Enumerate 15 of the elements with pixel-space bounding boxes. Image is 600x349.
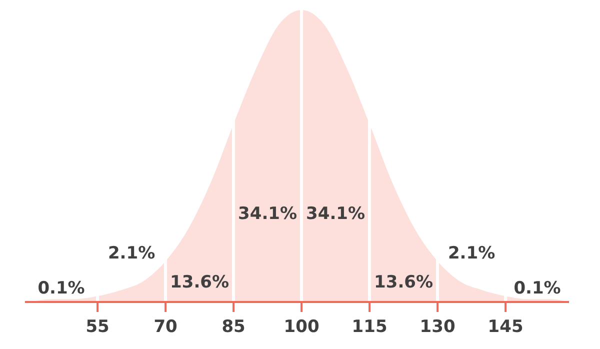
annotation: 0.1% (38, 278, 85, 298)
x-tick-label: 100 (284, 317, 320, 338)
annotation: 13.6% (170, 272, 230, 293)
annotation: 13.6% (374, 272, 434, 293)
x-tick-label: 130 (420, 317, 456, 338)
x-tick-label: 55 (86, 317, 110, 338)
annotation: 34.1% (306, 204, 366, 224)
x-tick-label: 145 (488, 317, 524, 338)
annotation: 0.1% (514, 278, 561, 298)
x-tick-label: 85 (222, 317, 246, 338)
annotation: 2.1% (448, 243, 496, 264)
annotation: 2.1% (108, 243, 156, 264)
x-tick-label: 70 (154, 317, 178, 338)
annotation: 34.1% (238, 204, 298, 224)
x-tick-label: 115 (352, 317, 388, 338)
